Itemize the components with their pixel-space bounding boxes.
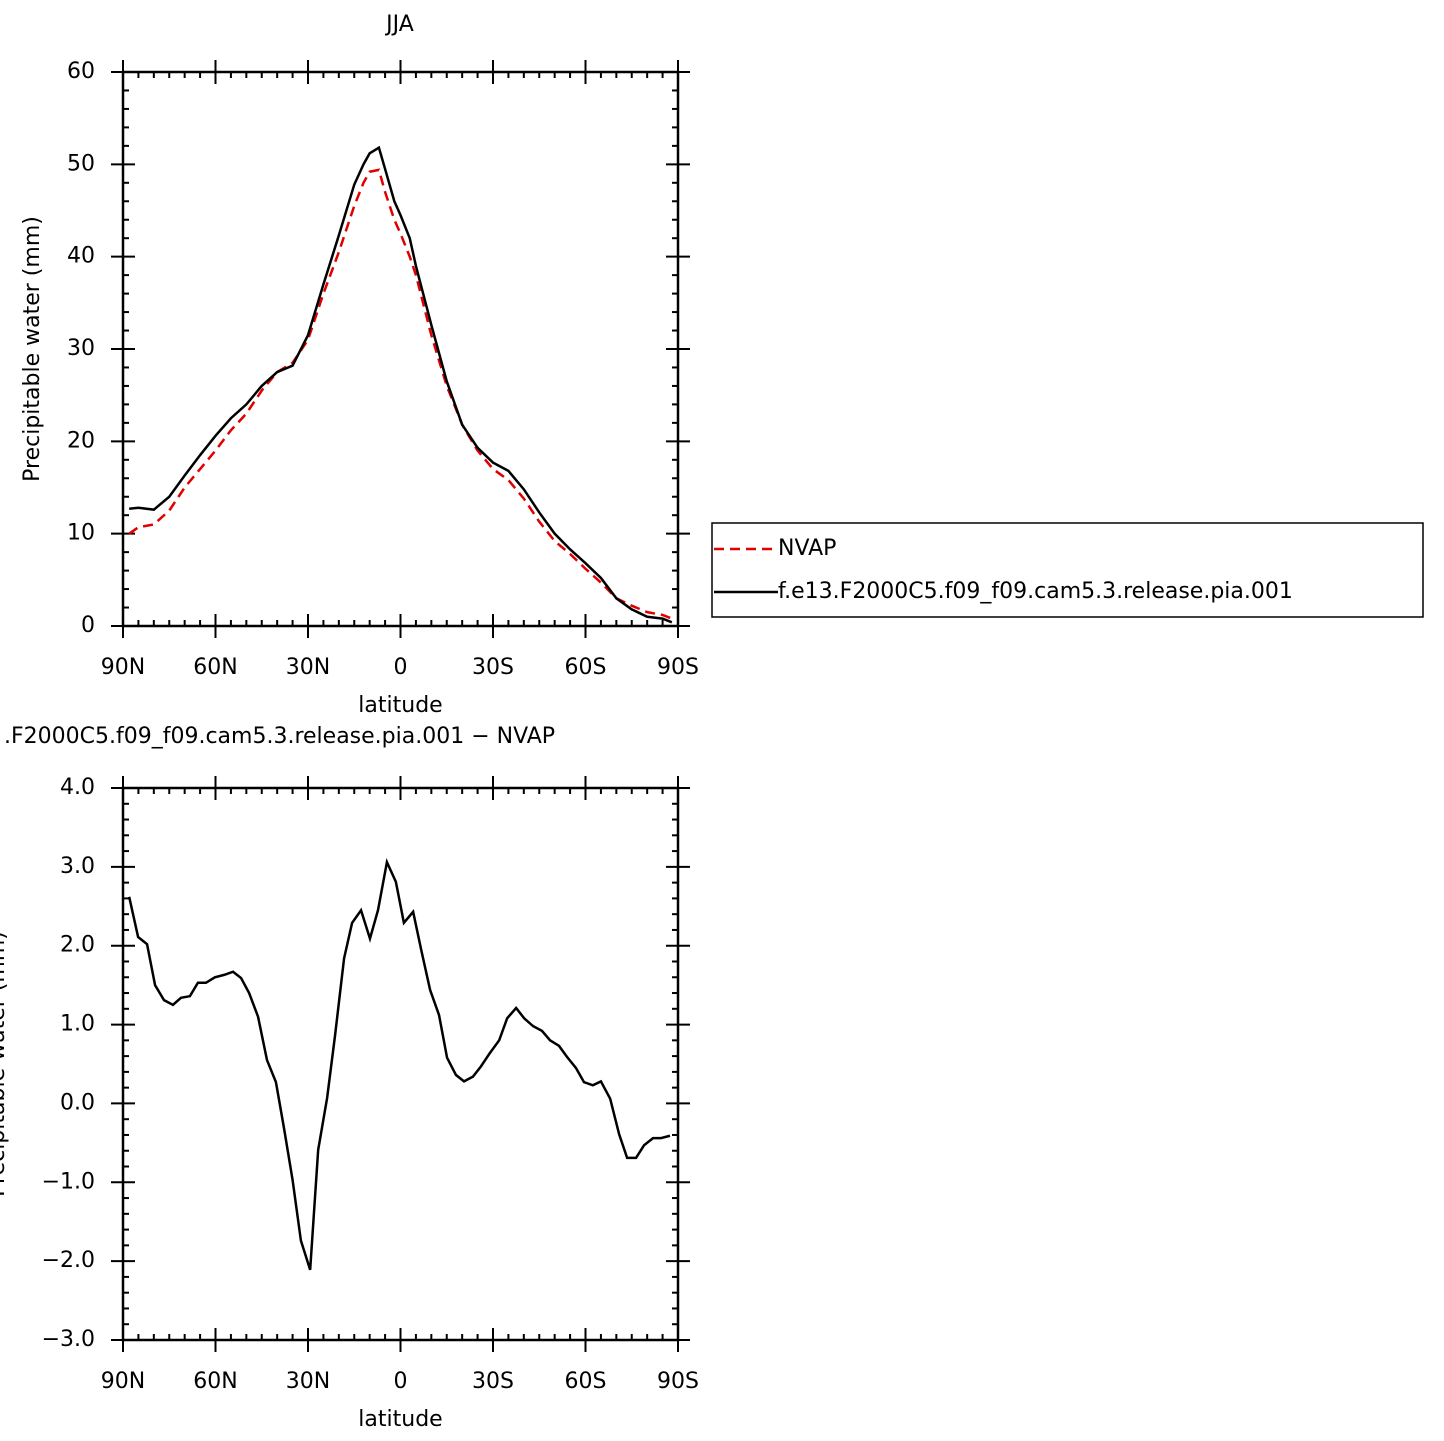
x-tick-label: 60S — [565, 655, 607, 680]
x-tick-label: 60N — [193, 1369, 237, 1394]
x-tick-label: 90N — [101, 655, 145, 680]
x-tick-label: 90N — [101, 1369, 145, 1394]
y-tick-label: 2.0 — [60, 933, 95, 958]
x-tick-label: 60S — [565, 1369, 607, 1394]
x-tick-label: 30S — [472, 655, 514, 680]
data-line — [128, 168, 673, 620]
y-tick-label: 60 — [67, 59, 95, 84]
y-tick-label: 40 — [67, 244, 95, 269]
x-tick-label: 30N — [286, 1369, 330, 1394]
data-line — [127, 857, 671, 1271]
y-tick-label: 30 — [67, 336, 95, 361]
y-tick-label: 50 — [67, 151, 95, 176]
y-tick-label: 20 — [67, 428, 95, 453]
plot-frame — [121, 70, 680, 628]
x-tick-label: 60N — [193, 655, 237, 680]
y-tick-label: −3.0 — [42, 1327, 95, 1352]
legend-box — [711, 522, 1424, 618]
y-tick-label: −2.0 — [42, 1248, 95, 1273]
x-axis-label: latitude — [358, 693, 442, 718]
chart-title: .F2000C5.f09_f09.cam5.3.release.pia.001 … — [4, 724, 555, 749]
y-tick-label: 1.0 — [60, 1012, 95, 1037]
x-tick-label: 30N — [286, 655, 330, 680]
x-tick-label: 30S — [472, 1369, 514, 1394]
y-tick-label: 3.0 — [60, 854, 95, 879]
data-line — [129, 145, 673, 624]
plot-frame — [121, 786, 680, 1342]
x-tick-label: 90S — [657, 655, 699, 680]
y-tick-label: 4.0 — [60, 775, 95, 800]
y-axis-label: Precipitable water (mm) — [20, 216, 45, 482]
legend-label: NVAP — [778, 536, 836, 561]
y-axis-label: Precipitable water (mm) — [0, 931, 10, 1197]
y-tick-label: 0.0 — [60, 1090, 95, 1115]
chart-title: JJA — [384, 12, 414, 37]
x-axis-label: latitude — [358, 1407, 442, 1432]
y-tick-label: 0 — [81, 613, 95, 638]
y-tick-label: 10 — [67, 521, 95, 546]
y-tick-label: −1.0 — [42, 1169, 95, 1194]
legend-label: f.e13.F2000C5.f09_f09.cam5.3.release.pia… — [778, 579, 1293, 604]
x-tick-label: 0 — [394, 655, 408, 680]
x-tick-label: 90S — [657, 1369, 699, 1394]
x-tick-label: 0 — [394, 1369, 408, 1394]
